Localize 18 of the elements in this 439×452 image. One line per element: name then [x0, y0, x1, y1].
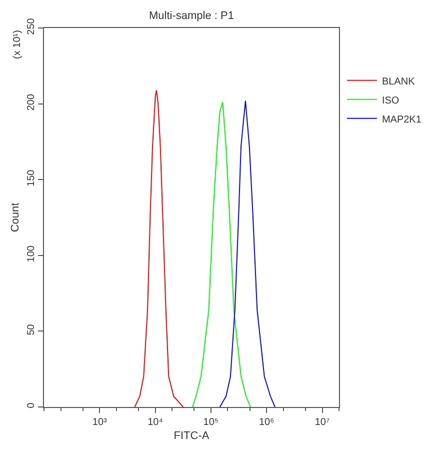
x-axis-title: FITC-A [174, 430, 210, 442]
x-tick-label: 10⁴ [148, 417, 164, 428]
legend-label: ISO [382, 95, 400, 106]
y-tick-label: 50 [26, 324, 37, 336]
y-tick-label: 200 [26, 94, 37, 111]
y-tick-label: 150 [26, 169, 37, 186]
text: (x 10¹) [12, 30, 23, 59]
y-tick-label: 0 [26, 402, 37, 408]
y-tick-label: 250 [26, 18, 37, 35]
y-tick-label: 100 [26, 245, 37, 262]
x-tick-label: 10³ [92, 417, 108, 428]
y-axis-title: Count [10, 202, 22, 232]
x-tick-label: 10⁷ [314, 417, 330, 428]
chart-title: Multi-sample : P1 [149, 10, 234, 22]
x-tick-label: 10⁵ [203, 417, 219, 428]
legend-label: BLANK [382, 76, 416, 88]
legend-label: MAP2K1 [382, 114, 422, 126]
x-tick-label: 10⁶ [258, 417, 274, 428]
